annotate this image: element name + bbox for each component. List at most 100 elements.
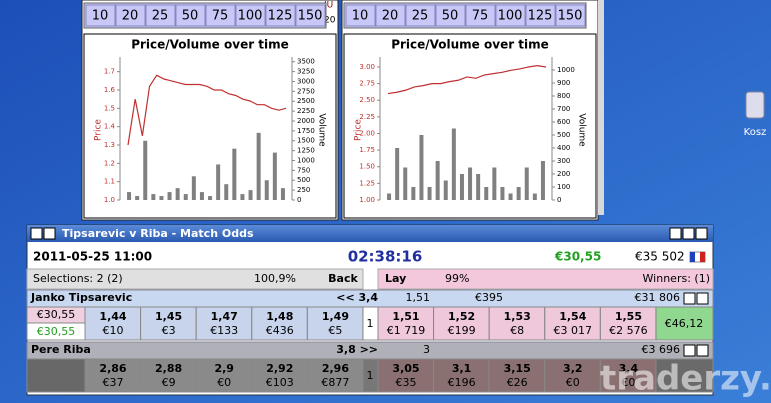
runner-name[interactable]: Janko Tipsarevic [30,291,132,304]
stake-button[interactable] [465,4,496,27]
back-cell[interactable] [306,358,364,393]
stake-button[interactable] [85,4,116,27]
amount[interactable]: €3 017 [554,324,593,337]
stake-label[interactable]: 25 [152,9,169,24]
price[interactable]: 3,15 [504,362,531,375]
price[interactable]: 2,96 [322,362,349,375]
window-control[interactable] [682,227,695,240]
back-cell[interactable] [251,306,308,341]
window-control[interactable] [695,227,708,240]
stake-button[interactable] [145,4,176,27]
runner-name[interactable]: Pere Riba [31,343,91,356]
price[interactable]: 1,45 [155,310,182,323]
stake-button[interactable] [115,4,146,27]
amount[interactable]: €0 [566,376,580,389]
price[interactable]: 1,53 [504,310,531,323]
back-cell[interactable] [306,306,364,341]
amount[interactable]: €9 [162,376,176,389]
title-button[interactable] [43,227,56,240]
back-cell[interactable] [84,306,141,341]
price[interactable]: 3,2 [563,362,583,375]
price[interactable]: 2,88 [155,362,182,375]
price[interactable]: 1,48 [266,310,293,323]
stake-label[interactable]: 75 [472,9,489,24]
stake-button[interactable] [495,4,526,27]
stake-button[interactable] [405,4,436,27]
amount[interactable]: €196 [448,376,476,389]
price[interactable]: 2,92 [266,362,293,375]
amount[interactable]: €1 719 [387,324,426,337]
hedge-value[interactable]: €46,12 [665,317,704,330]
amount[interactable]: €103 [266,376,294,389]
stake-label[interactable]: 125 [528,9,553,24]
price[interactable]: 3,1 [452,362,472,375]
runner-icon[interactable] [696,292,709,305]
stake-label[interactable]: 50 [442,9,459,24]
stake-label[interactable]: 50 [182,9,199,24]
amount[interactable]: €436 [266,324,294,337]
price[interactable]: 1,47 [211,310,238,323]
hedge-cell[interactable] [655,358,714,393]
stake-label[interactable]: 10 [352,9,369,24]
price[interactable]: 2,9 [214,362,234,375]
amount[interactable]: €10 [103,324,124,337]
back-cell[interactable] [84,358,141,393]
lay-cell[interactable] [544,358,601,393]
price[interactable]: 2,86 [99,362,126,375]
lay-cell[interactable] [599,358,657,393]
amount[interactable]: €133 [210,324,238,337]
stake-button[interactable] [435,4,466,27]
icon-label[interactable]: Kosz [744,127,767,138]
lay-cell[interactable] [377,358,434,393]
back-cell[interactable] [195,358,253,393]
stake-label[interactable]: 125 [268,9,293,24]
runner-icon[interactable] [683,292,696,305]
stake-button[interactable] [345,4,376,27]
stake-label[interactable]: 10 [92,9,109,24]
stake-label[interactable]: 100 [238,9,263,24]
amount[interactable]: €8 [510,324,524,337]
stake-button[interactable] [375,4,406,27]
amount[interactable]: €2 576 [609,324,648,337]
stake-label[interactable]: 150 [298,9,323,24]
lay-cell[interactable] [433,358,490,393]
amount[interactable]: €35 [396,376,417,389]
runner-icon[interactable] [683,344,696,357]
stake-label[interactable]: 25 [412,9,429,24]
amount[interactable]: €0 [621,376,635,389]
stake-button[interactable] [235,4,266,27]
amount[interactable]: €5 [328,324,342,337]
stake-label[interactable]: 20 [382,9,399,24]
stake-label[interactable]: 150 [558,9,583,24]
stake-label[interactable]: 100 [498,9,523,24]
stake-label[interactable]: 20 [122,9,139,24]
price[interactable]: 3,05 [392,362,419,375]
recycle-bin-icon[interactable] [745,91,765,119]
hedge-cell[interactable] [655,306,714,341]
window-control[interactable] [669,227,682,240]
price[interactable]: 1,54 [559,310,586,323]
stake-button[interactable] [205,4,236,27]
amount[interactable]: €0 [217,376,231,389]
stake-button[interactable] [265,4,296,27]
lay-cell[interactable] [488,306,546,341]
price[interactable]: 1,51 [392,310,419,323]
stake-button[interactable] [525,4,556,27]
stake-button[interactable] [555,4,586,27]
amount[interactable]: €3 [162,324,176,337]
lay-cell[interactable] [377,306,434,341]
back-cell[interactable] [195,306,253,341]
amount[interactable]: €877 [321,376,349,389]
price[interactable]: 1,49 [322,310,349,323]
stake-label[interactable]: 75 [212,9,229,24]
runner-icon[interactable] [696,344,709,357]
price[interactable]: 1,52 [448,310,475,323]
amount[interactable]: €199 [448,324,476,337]
price[interactable]: 1,44 [99,310,126,323]
stake-button[interactable] [175,4,206,27]
amount[interactable]: €37 [103,376,124,389]
amount[interactable]: €26 [507,376,528,389]
price[interactable]: 1,55 [615,310,642,323]
back-cell[interactable] [140,358,197,393]
lay-cell[interactable] [433,306,490,341]
